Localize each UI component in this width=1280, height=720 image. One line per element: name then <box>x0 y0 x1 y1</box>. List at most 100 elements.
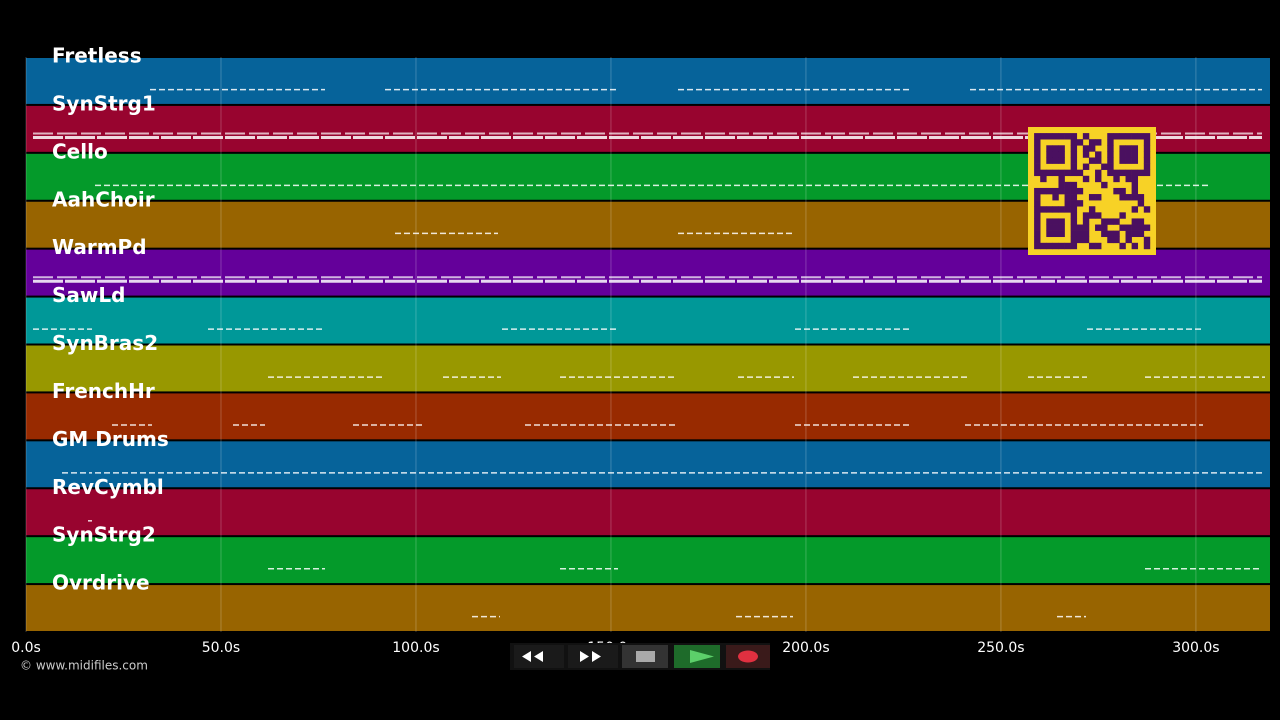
qr-cell <box>1046 218 1053 225</box>
qr-cell <box>1137 194 1145 201</box>
qr-cell <box>1082 175 1090 183</box>
qr-cell <box>1082 163 1090 170</box>
qr-cell <box>1119 224 1126 231</box>
track-label: Cello <box>52 139 108 163</box>
qr-cell <box>1137 224 1145 231</box>
qr-cell <box>1064 200 1071 207</box>
qr-cell <box>1070 194 1078 201</box>
qr-cell <box>1113 187 1120 195</box>
track-band <box>26 297 1270 344</box>
qr-cell <box>1119 212 1126 219</box>
qr-cell <box>1034 139 1041 146</box>
qr-cell <box>1119 242 1126 250</box>
qr-cell <box>1058 157 1065 164</box>
qr-cell <box>1058 175 1065 183</box>
qr-cell <box>1052 194 1059 201</box>
qr-cell <box>1131 224 1139 231</box>
record-button[interactable] <box>726 645 770 668</box>
qr-cell <box>1064 187 1071 195</box>
track-label: Ovrdrive <box>52 571 150 595</box>
qr-cell <box>1040 206 1047 213</box>
qr-cell <box>1143 133 1151 140</box>
qr-cell <box>1088 157 1096 164</box>
qr-cell <box>1070 218 1078 225</box>
qr-cell <box>1034 206 1041 213</box>
qr-cell <box>1034 212 1041 219</box>
qr-cell <box>1058 181 1065 189</box>
qr-cell <box>1125 224 1132 231</box>
qr-cell <box>1052 230 1059 238</box>
qr-cell <box>1058 206 1065 213</box>
track-band <box>26 345 1270 392</box>
qr-cell <box>1125 151 1132 158</box>
qr-cell <box>1052 145 1059 152</box>
qr-cell <box>1107 163 1114 170</box>
qr-cell <box>1052 187 1059 195</box>
qr-cell <box>1064 133 1071 140</box>
qr-cell <box>1046 133 1053 140</box>
track-band <box>26 58 1270 104</box>
qr-cell <box>1040 133 1047 140</box>
qr-cell <box>1119 133 1126 140</box>
track-label: GM Drums <box>52 427 169 451</box>
track-label: RevCymbl <box>52 475 164 499</box>
qr-cell <box>1143 163 1151 170</box>
qr-cell <box>1101 163 1108 170</box>
qr-cell <box>1046 157 1053 164</box>
qr-cell <box>1137 230 1145 238</box>
notes <box>33 88 1265 618</box>
qr-cell <box>1125 157 1132 164</box>
tick-label: 200.0s <box>782 640 829 656</box>
qr-cell <box>1107 151 1114 158</box>
qr-cell <box>1143 236 1151 244</box>
qr-cell <box>1076 224 1084 231</box>
qr-cell <box>1088 145 1096 152</box>
qr-cell <box>1070 200 1078 207</box>
qr-cell <box>1107 139 1114 146</box>
qr-cell <box>1119 187 1126 195</box>
qr-cell <box>1119 194 1126 201</box>
qr-cell <box>1131 230 1139 238</box>
qr-cell <box>1034 236 1041 244</box>
forward-button[interactable] <box>568 645 618 668</box>
qr-cell <box>1076 139 1084 146</box>
qr-cell <box>1046 151 1053 158</box>
qr-cell <box>1131 157 1139 164</box>
qr-cell <box>1046 224 1053 231</box>
qr-cell <box>1143 157 1151 164</box>
track-band <box>26 393 1270 440</box>
qr-cell <box>1064 181 1071 189</box>
qr-cell <box>1088 139 1096 146</box>
qr-cell <box>1034 224 1041 231</box>
qr-cell <box>1076 187 1084 195</box>
qr-cell <box>1064 194 1071 201</box>
qr-cell <box>1034 157 1041 164</box>
rewind-button[interactable] <box>514 645 564 668</box>
track-band <box>26 489 1270 536</box>
track-label: SynStrg1 <box>52 91 156 115</box>
stop-button[interactable] <box>622 645 668 668</box>
qr-cell <box>1070 151 1078 158</box>
qr-cell <box>1107 133 1114 140</box>
qr-cell <box>1064 206 1071 213</box>
qr-cell <box>1070 157 1078 164</box>
qr-cell <box>1070 163 1078 170</box>
qr-cell <box>1076 236 1084 244</box>
qr-cell <box>1052 224 1059 231</box>
qr-cell <box>1058 224 1065 231</box>
qr-cell <box>1131 206 1139 213</box>
play-button[interactable] <box>674 645 720 668</box>
qr-cell <box>1046 187 1053 195</box>
qr-cell <box>1107 169 1114 177</box>
qr-cell <box>1131 194 1139 201</box>
qr-cell <box>1095 212 1102 219</box>
qr-cell <box>1058 230 1065 238</box>
qr-cell <box>1137 200 1145 207</box>
qr-cell <box>1046 230 1053 238</box>
qr-cell <box>1040 175 1047 183</box>
qr-cell <box>1040 242 1047 250</box>
qr-cell <box>1082 230 1090 238</box>
qr-cell <box>1095 139 1102 146</box>
